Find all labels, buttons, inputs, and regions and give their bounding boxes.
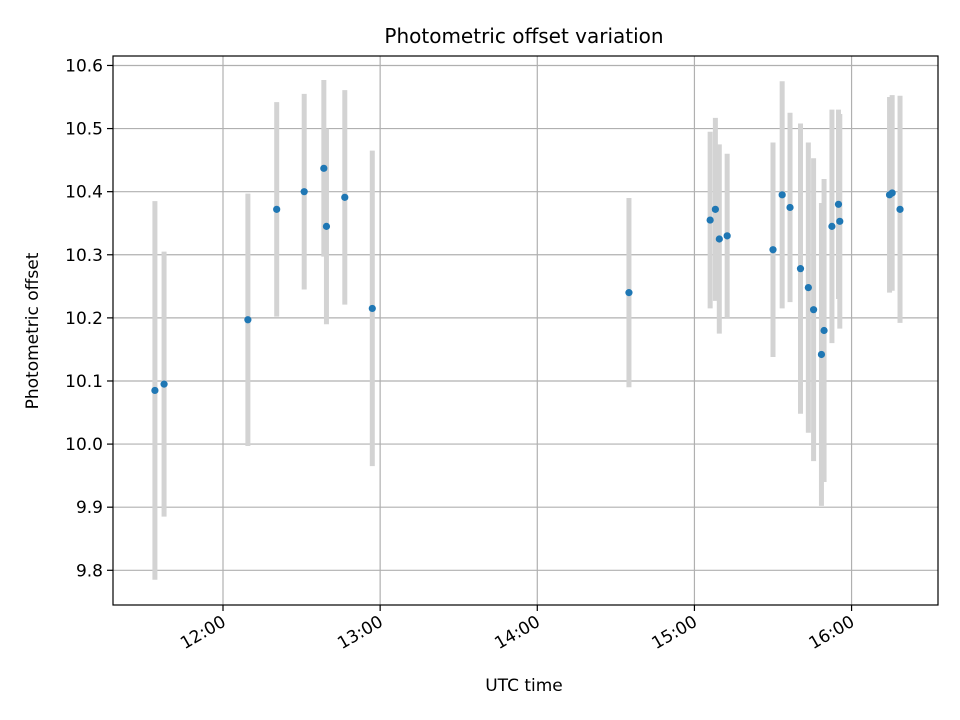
y-axis-ticks: 9.8 9.9 10.0 10.1 10.2 10.3 10.4 10.5 10.6 — [65, 56, 113, 581]
y-tick-label: 9.9 — [76, 498, 103, 518]
data-point — [715, 235, 723, 243]
data-point — [711, 205, 719, 213]
y-tick-label: 10.1 — [65, 372, 103, 392]
data-point — [888, 189, 896, 197]
data-point — [625, 289, 633, 297]
data-point — [151, 386, 159, 395]
x-tick-label: 12:00 — [177, 612, 229, 654]
x-axis-ticks: 12:00 13:00 14:00 15:00 16:00 — [177, 605, 858, 654]
data-point — [300, 188, 308, 196]
x-tick-label: 15:00 — [648, 612, 700, 654]
data-point — [273, 205, 281, 213]
y-tick-label: 10.0 — [65, 435, 103, 455]
y-axis-title: Photometric offset — [23, 252, 43, 409]
data-point — [341, 193, 349, 201]
data-point — [896, 205, 904, 213]
data-point — [160, 380, 168, 388]
data-point — [244, 316, 252, 324]
error-bars — [152, 79, 903, 580]
data-point — [828, 222, 836, 230]
data-point — [836, 217, 844, 225]
x-axis-title: UTC time — [485, 676, 563, 696]
data-point — [834, 200, 843, 208]
data-point — [796, 265, 805, 273]
chart-title: Photometric offset variation — [384, 24, 663, 48]
data-point — [723, 232, 731, 240]
y-tick-label: 9.8 — [76, 561, 103, 581]
data-point — [820, 326, 828, 335]
data-point — [809, 306, 818, 314]
data-point — [706, 216, 714, 224]
x-tick-label: 13:00 — [334, 612, 386, 654]
data-point — [817, 350, 826, 359]
x-tick-label: 16:00 — [806, 612, 858, 654]
plot-frame — [112, 55, 939, 606]
data-point — [804, 283, 812, 292]
y-tick-label: 10.5 — [65, 120, 103, 140]
data-point — [778, 191, 786, 199]
grid — [113, 56, 938, 605]
data-point — [322, 222, 331, 230]
x-tick-label: 14:00 — [491, 612, 543, 654]
y-tick-label: 10.3 — [65, 246, 103, 266]
data-point — [368, 304, 376, 313]
data-points — [151, 164, 904, 395]
y-tick-label: 10.2 — [65, 309, 103, 329]
data-point — [320, 164, 328, 172]
data-point — [769, 246, 777, 254]
y-tick-label: 10.6 — [65, 56, 103, 76]
y-tick-label: 10.4 — [65, 183, 103, 203]
data-point — [786, 203, 794, 212]
